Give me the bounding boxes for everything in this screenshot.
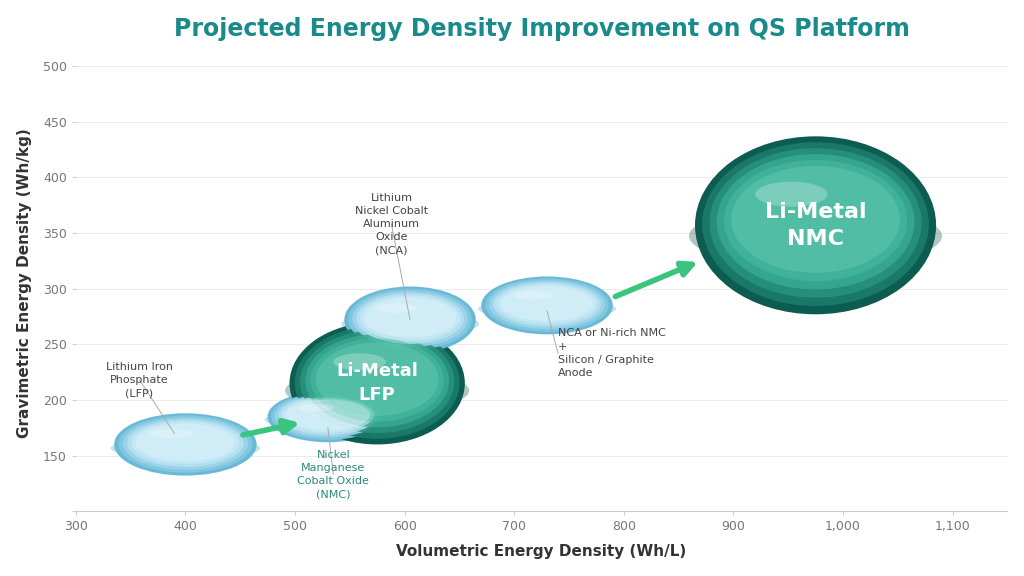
Ellipse shape bbox=[264, 411, 391, 429]
Ellipse shape bbox=[494, 282, 601, 326]
Ellipse shape bbox=[150, 429, 193, 438]
Ellipse shape bbox=[341, 312, 479, 336]
Ellipse shape bbox=[334, 353, 386, 370]
Ellipse shape bbox=[689, 205, 942, 267]
Ellipse shape bbox=[344, 286, 476, 353]
Title: Projected Energy Density Improvement on QS Platform: Projected Energy Density Improvement on … bbox=[174, 17, 909, 41]
Text: Li-Metal
LFP: Li-Metal LFP bbox=[336, 362, 418, 404]
X-axis label: Volumetric Energy Density (Wh/L): Volumetric Energy Density (Wh/L) bbox=[396, 544, 687, 559]
Ellipse shape bbox=[123, 418, 248, 470]
Ellipse shape bbox=[348, 289, 472, 350]
Ellipse shape bbox=[279, 396, 377, 435]
Ellipse shape bbox=[305, 334, 450, 427]
Ellipse shape bbox=[271, 393, 385, 440]
Ellipse shape bbox=[310, 339, 443, 422]
Ellipse shape bbox=[485, 278, 609, 332]
Ellipse shape bbox=[131, 422, 240, 464]
Ellipse shape bbox=[481, 276, 612, 334]
Ellipse shape bbox=[756, 181, 827, 207]
Text: Li-Metal
NMC: Li-Metal NMC bbox=[765, 202, 866, 248]
Ellipse shape bbox=[315, 343, 438, 416]
Text: Nickel
Manganese
Cobalt Oxide
(NMC): Nickel Manganese Cobalt Oxide (NMC) bbox=[297, 450, 370, 499]
Y-axis label: Gravimetric Energy Density (Wh/kg): Gravimetric Energy Density (Wh/kg) bbox=[16, 128, 32, 438]
Ellipse shape bbox=[717, 154, 914, 289]
Ellipse shape bbox=[267, 391, 388, 442]
Ellipse shape bbox=[489, 281, 605, 329]
Ellipse shape bbox=[300, 330, 455, 433]
Ellipse shape bbox=[356, 293, 464, 344]
Ellipse shape bbox=[274, 395, 381, 437]
Ellipse shape bbox=[702, 142, 929, 306]
Ellipse shape bbox=[111, 437, 260, 459]
Ellipse shape bbox=[114, 414, 257, 476]
Ellipse shape bbox=[501, 286, 593, 321]
Ellipse shape bbox=[710, 148, 922, 298]
Ellipse shape bbox=[290, 322, 465, 445]
Text: Lithium
Nickel Cobalt
Aluminum
Oxide
(NCA): Lithium Nickel Cobalt Aluminum Oxide (NC… bbox=[355, 193, 428, 256]
Ellipse shape bbox=[377, 304, 417, 313]
Ellipse shape bbox=[478, 299, 616, 319]
Ellipse shape bbox=[514, 291, 554, 300]
Ellipse shape bbox=[295, 326, 460, 439]
Ellipse shape bbox=[285, 369, 469, 412]
Ellipse shape bbox=[724, 160, 907, 281]
Text: Lithium Iron
Phosphate
(LFP): Lithium Iron Phosphate (LFP) bbox=[105, 362, 173, 398]
Ellipse shape bbox=[695, 137, 936, 314]
Ellipse shape bbox=[497, 284, 597, 324]
Ellipse shape bbox=[352, 291, 468, 347]
Ellipse shape bbox=[360, 295, 460, 341]
Ellipse shape bbox=[298, 404, 334, 411]
Ellipse shape bbox=[364, 298, 456, 338]
Ellipse shape bbox=[731, 166, 900, 273]
Text: NCA or Ni-rich NMC
+
Silicon / Graphite
Anode: NCA or Ni-rich NMC + Silicon / Graphite … bbox=[558, 328, 666, 378]
Ellipse shape bbox=[282, 398, 374, 433]
Ellipse shape bbox=[127, 419, 244, 467]
Ellipse shape bbox=[119, 415, 252, 473]
Ellipse shape bbox=[286, 400, 370, 430]
Ellipse shape bbox=[135, 424, 236, 461]
